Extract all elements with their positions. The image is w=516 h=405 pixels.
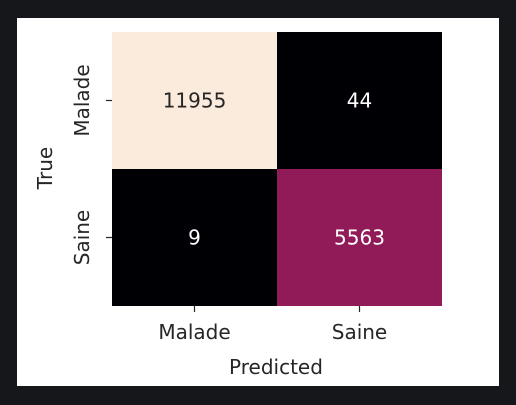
cell-value-1-1: 5563 bbox=[334, 226, 385, 250]
y-axis-label: True bbox=[33, 147, 57, 190]
x-tick-label-1: Saine bbox=[332, 320, 388, 344]
heatmap-cell-0-0 bbox=[112, 32, 277, 169]
x-axis-label: Predicted bbox=[229, 355, 323, 379]
y-tick-label-1: Saine bbox=[70, 210, 94, 266]
heatmap-cell-1-1 bbox=[277, 169, 442, 306]
y-tick-label-0: Malade bbox=[70, 64, 94, 136]
heatmap-cell-1-0 bbox=[112, 169, 277, 306]
x-tick-label-0: Malade bbox=[158, 320, 230, 344]
heatmap-cell-0-1 bbox=[277, 32, 442, 169]
cell-value-1-0: 9 bbox=[188, 226, 201, 250]
cell-value-0-0: 11955 bbox=[163, 89, 227, 113]
cell-value-0-1: 44 bbox=[347, 89, 372, 113]
